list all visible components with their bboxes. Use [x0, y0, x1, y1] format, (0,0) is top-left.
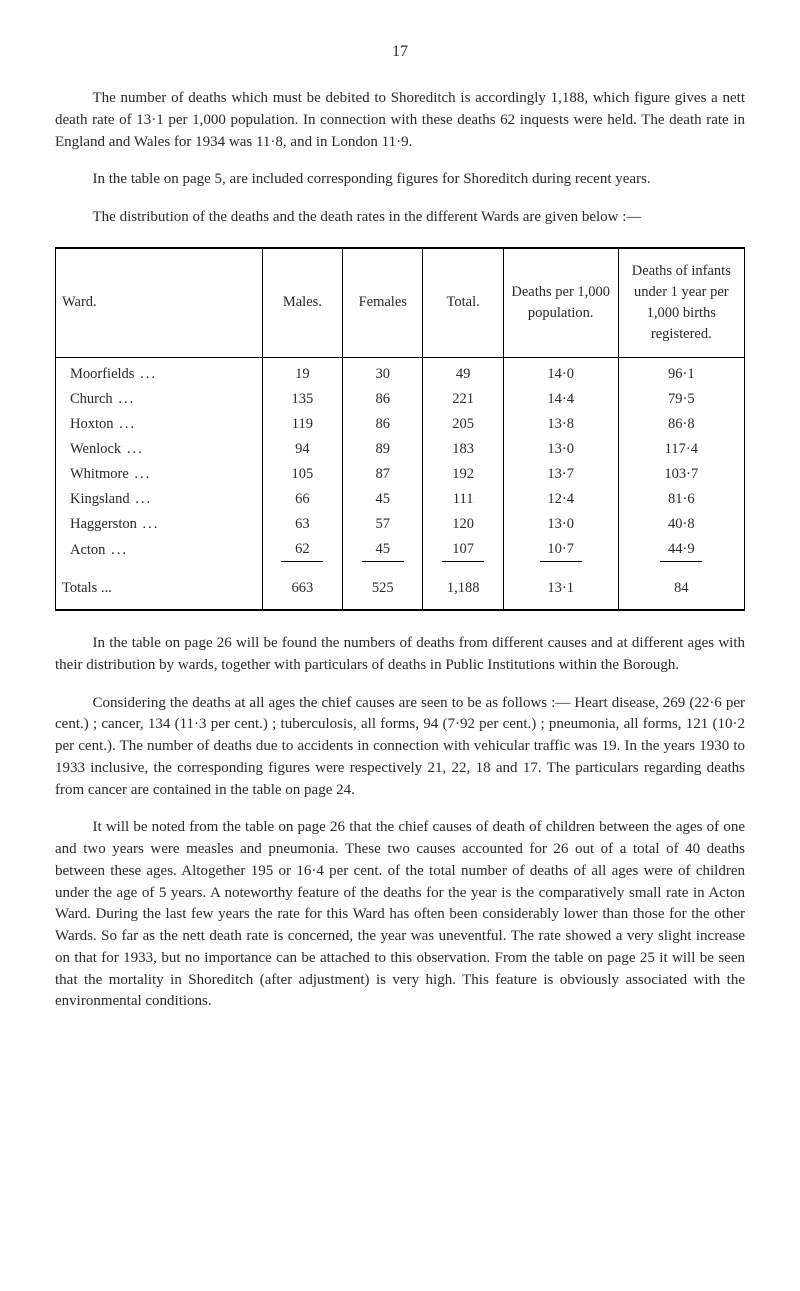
table-row: Hoxton 119 86 205 13·8 86·8 [56, 412, 745, 437]
ward-name: Moorfields [70, 366, 157, 382]
cell-rate: 13·0 [503, 437, 618, 462]
paragraph-2: In the table on page 5, are included cor… [55, 169, 745, 191]
cell-rate: 12·4 [503, 487, 618, 512]
ward-deaths-table: Ward. Males. Females Total. Deaths per 1… [55, 247, 745, 611]
ward-name: Wenlock [70, 441, 144, 457]
table-totals-row: Totals ... 663 525 1,188 13·1 84 [56, 568, 745, 610]
cell-males: 135 [262, 387, 342, 412]
header-total: Total. [423, 248, 503, 358]
table-row: Whitmore 105 87 192 13·7 103·7 [56, 462, 745, 487]
paragraph-6: It will be noted from the table on page … [55, 817, 745, 1013]
table-row: Haggerston 63 57 120 13·0 40·8 [56, 512, 745, 537]
cell-total: 49 [423, 358, 503, 388]
cell-total: 192 [423, 462, 503, 487]
cell-rate: 13·0 [503, 512, 618, 537]
ward-name: Church [70, 391, 135, 407]
paragraph-3: The distribution of the deaths and the d… [55, 207, 745, 229]
cell-males: 119 [262, 412, 342, 437]
table-header-row: Ward. Males. Females Total. Deaths per 1… [56, 248, 745, 358]
cell-infant: 81·6 [618, 487, 744, 512]
cell-females: 86 [343, 387, 423, 412]
cell-infant: 40·8 [618, 512, 744, 537]
cell-males: 19 [262, 358, 342, 388]
cell-total: 205 [423, 412, 503, 437]
header-males: Males. [262, 248, 342, 358]
cell-infant: 103·7 [618, 462, 744, 487]
header-infants: Deaths of infants under 1 year per 1,000… [618, 248, 744, 358]
ward-name: Whitmore [70, 466, 151, 482]
cell-total: 183 [423, 437, 503, 462]
ward-name: Kingsland [70, 491, 152, 507]
table-row: Moorfields 19 30 49 14·0 96·1 [56, 358, 745, 388]
cell-infant: 117·4 [618, 437, 744, 462]
table-row: Kingsland 66 45 111 12·4 81·6 [56, 487, 745, 512]
cell-total: 221 [423, 387, 503, 412]
cell-infant: 86·8 [618, 412, 744, 437]
totals-rate: 13·1 [503, 568, 618, 610]
cell-rate: 13·7 [503, 462, 618, 487]
paragraph-4: In the table on page 26 will be found th… [55, 633, 745, 677]
totals-label: Totals ... [56, 568, 263, 610]
cell-total: 107 [442, 539, 484, 562]
totals-females: 525 [343, 568, 423, 610]
cell-total: 111 [423, 487, 503, 512]
totals-infant: 84 [618, 568, 744, 610]
cell-infant: 44·9 [660, 539, 702, 562]
ward-name: Hoxton [70, 416, 136, 432]
cell-females: 45 [343, 487, 423, 512]
cell-infant: 79·5 [618, 387, 744, 412]
cell-total: 120 [423, 512, 503, 537]
cell-females: 30 [343, 358, 423, 388]
page-number: 17 [55, 40, 745, 63]
cell-rate: 14·0 [503, 358, 618, 388]
cell-females: 89 [343, 437, 423, 462]
table-row: Acton 62 45 107 10·7 44·9 [56, 537, 745, 568]
table-row: Church 135 86 221 14·4 79·5 [56, 387, 745, 412]
cell-rate: 10·7 [540, 539, 582, 562]
header-ward: Ward. [56, 248, 263, 358]
cell-males: 66 [262, 487, 342, 512]
cell-males: 105 [262, 462, 342, 487]
header-deaths-per: Deaths per 1,000 population. [503, 248, 618, 358]
cell-males: 62 [281, 539, 323, 562]
paragraph-5: Considering the deaths at all ages the c… [55, 693, 745, 802]
totals-total: 1,188 [423, 568, 503, 610]
cell-females: 87 [343, 462, 423, 487]
totals-males: 663 [262, 568, 342, 610]
ward-name: Acton [70, 542, 128, 558]
cell-females: 86 [343, 412, 423, 437]
paragraph-1: The number of deaths which must be debit… [55, 88, 745, 153]
cell-males: 94 [262, 437, 342, 462]
cell-males: 63 [262, 512, 342, 537]
cell-rate: 13·8 [503, 412, 618, 437]
header-females: Females [343, 248, 423, 358]
table-row: Wenlock 94 89 183 13·0 117·4 [56, 437, 745, 462]
ward-name: Haggerston [70, 516, 159, 532]
cell-infant: 96·1 [618, 358, 744, 388]
cell-rate: 14·4 [503, 387, 618, 412]
cell-females: 45 [362, 539, 404, 562]
cell-females: 57 [343, 512, 423, 537]
